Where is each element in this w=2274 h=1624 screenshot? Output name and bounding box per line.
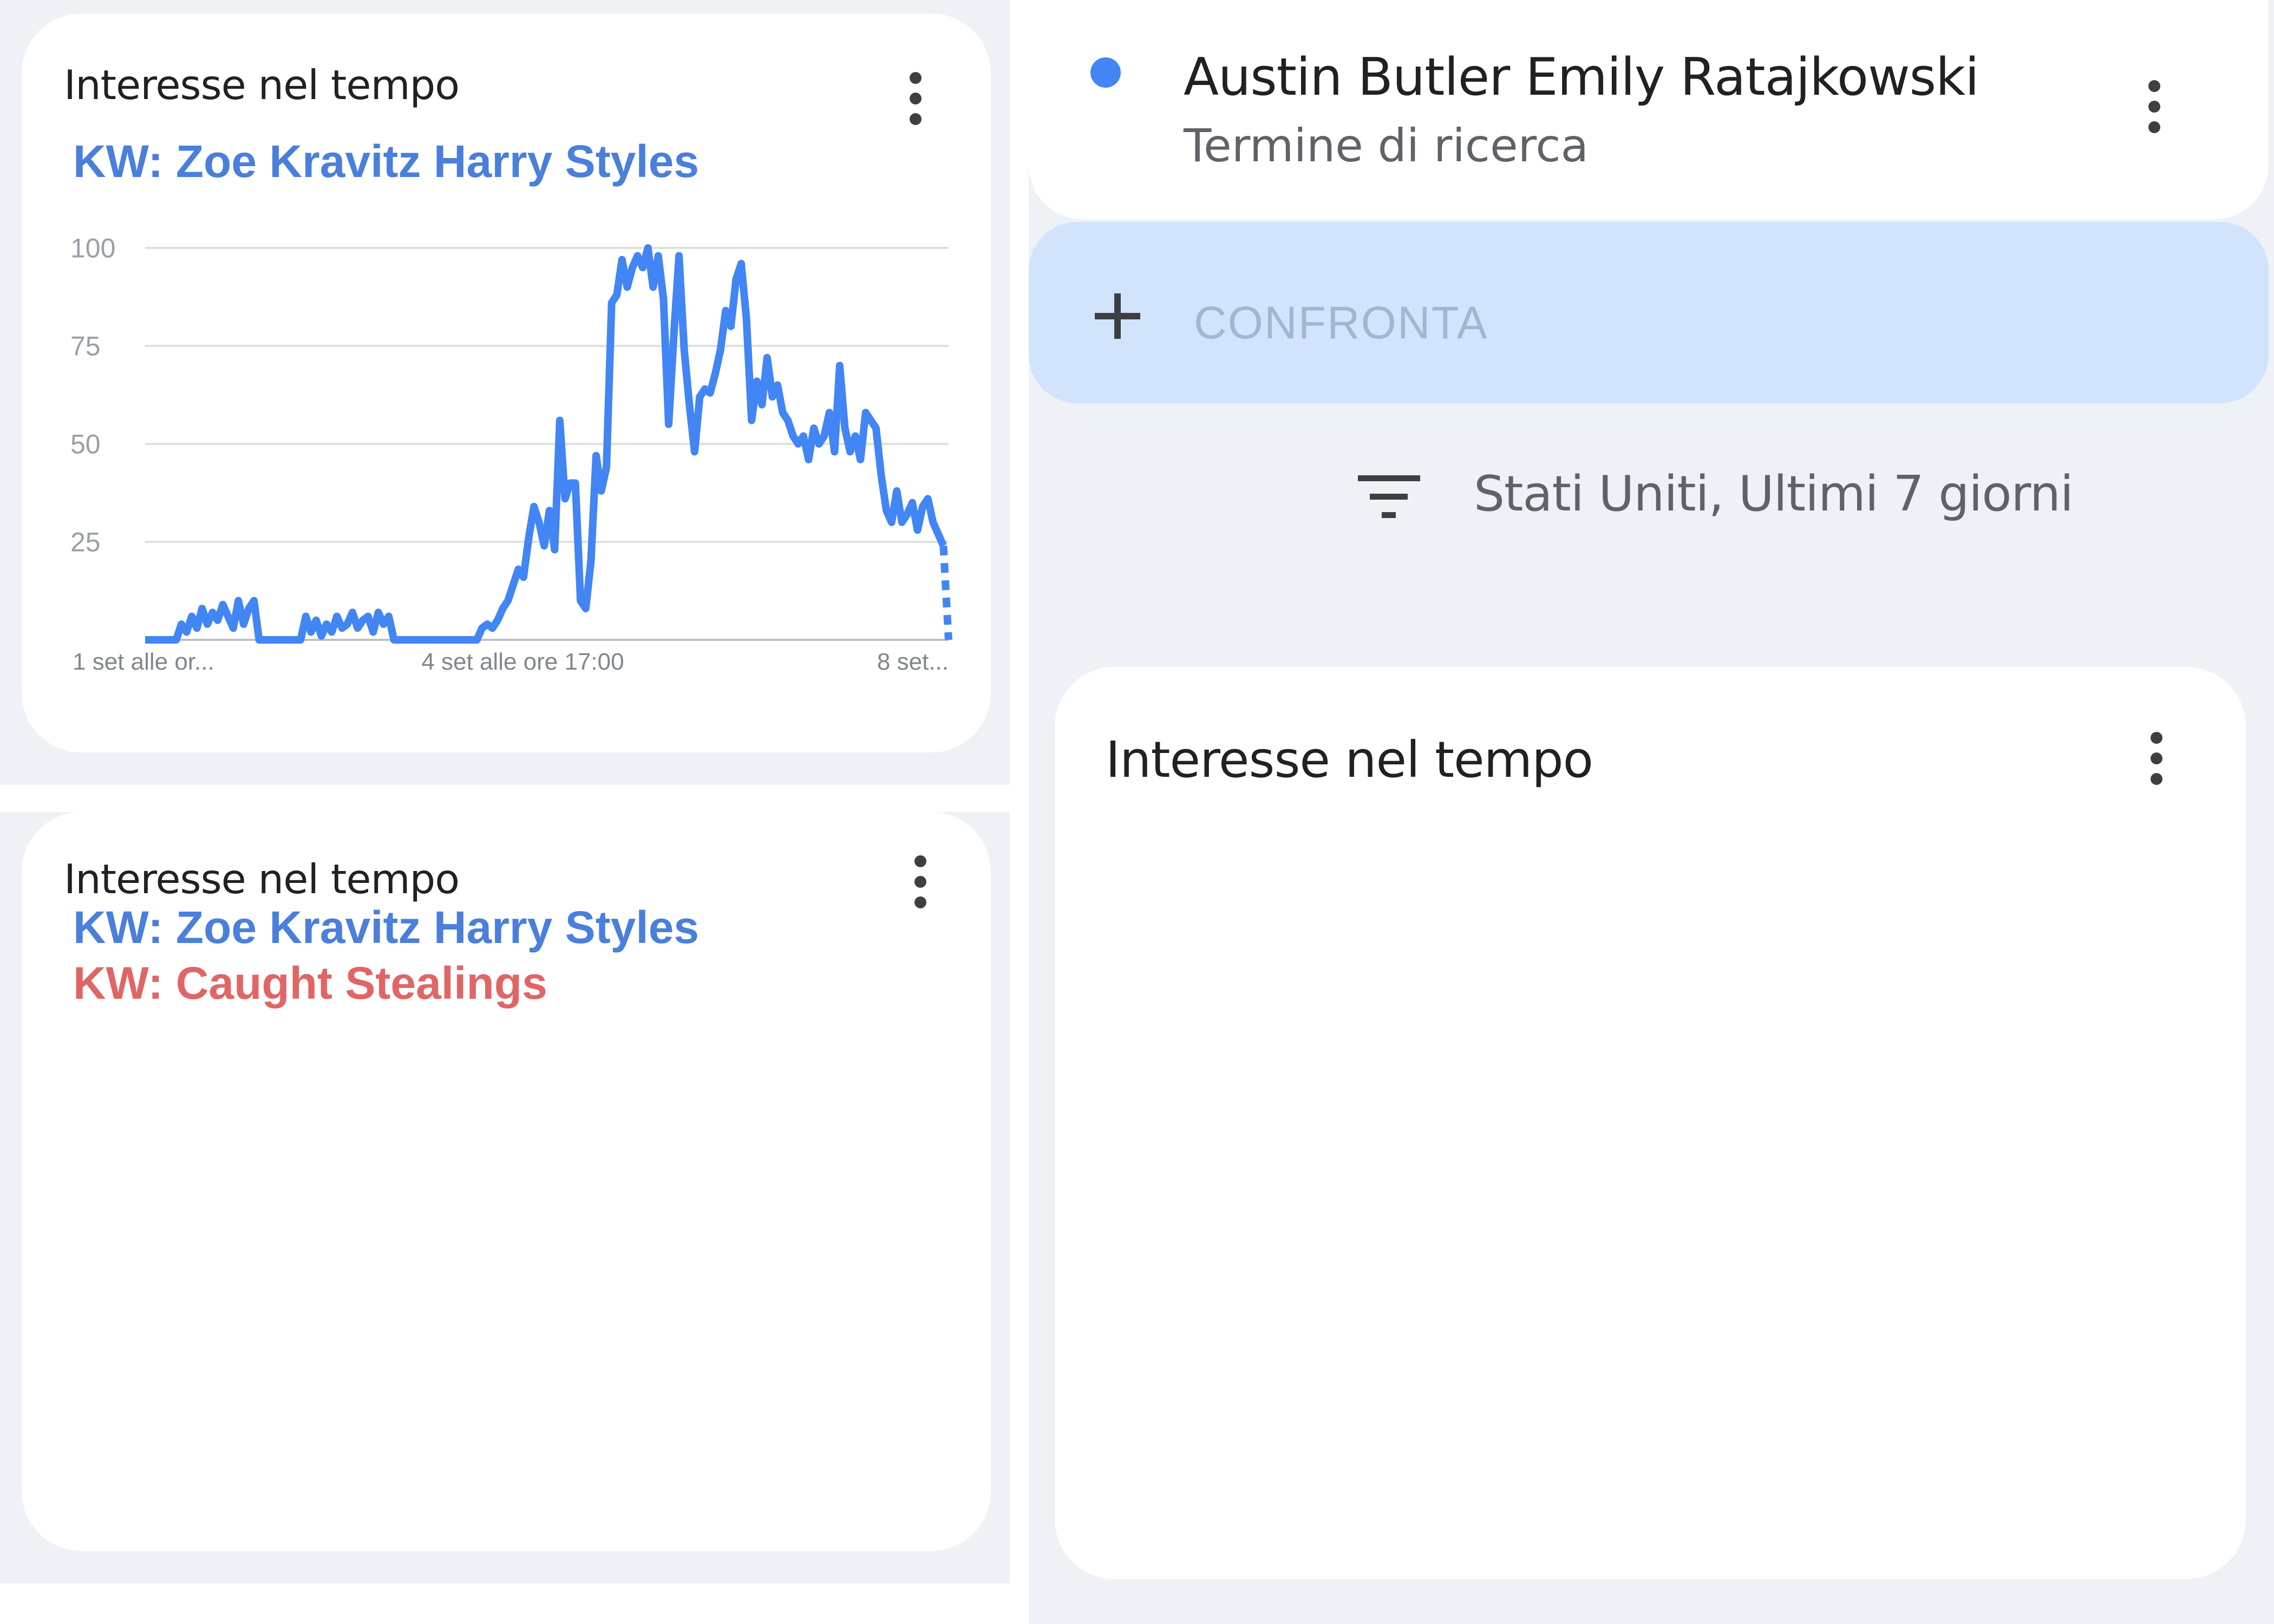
x-tick-label: 8 set... [877,649,949,675]
series-line-partial [939,545,952,640]
search-term-subtitle: Termine di ricerca [1184,119,1589,172]
more-vert-icon[interactable] [2148,732,2165,786]
region-period-filter[interactable]: Stati Uniti, Ultimi 7 giorni [1474,466,2074,522]
card-title: Interesse nel tempo [1106,731,1593,789]
keyword-label-blue: KW: Zoe Kravitz Harry Styles [73,902,700,953]
interest-card-2: Interesse nel tempo KW: Zoe Kravitz Harr… [22,812,991,1551]
keyword-label-blue: KW: Zoe Kravitz Harry Styles [73,136,700,187]
series-color-dot [1090,57,1121,88]
filter-icon[interactable] [1358,472,1420,521]
x-tick-label: 1 set alle or... [73,649,214,675]
more-vert-icon[interactable] [907,72,924,126]
search-term-card[interactable] [1029,0,2269,219]
interest-card-3: Interesse nel tempo [1055,667,2246,1579]
x-tick-label: 4 set alle ore 17:00 [421,649,624,675]
keyword-label-red: KW: Caught Stealings [73,958,547,1009]
card-title: Interesse nel tempo [64,855,460,903]
compare-label: CONFRONTA [1194,297,1488,348]
y-tick-label: 25 [70,527,101,558]
y-tick-label: 100 [70,233,115,264]
more-vert-icon[interactable] [2146,80,2162,134]
series-line [145,244,947,644]
plus-icon [1095,293,1140,339]
search-term-name: Austin Butler Emily Ratajkowski [1184,48,1979,107]
y-tick-label: 50 [70,429,101,460]
card-title: Interesse nel tempo [64,61,460,109]
y-tick-label: 75 [70,331,101,362]
more-vert-icon[interactable] [912,855,929,909]
compare-button[interactable] [1029,222,2269,403]
